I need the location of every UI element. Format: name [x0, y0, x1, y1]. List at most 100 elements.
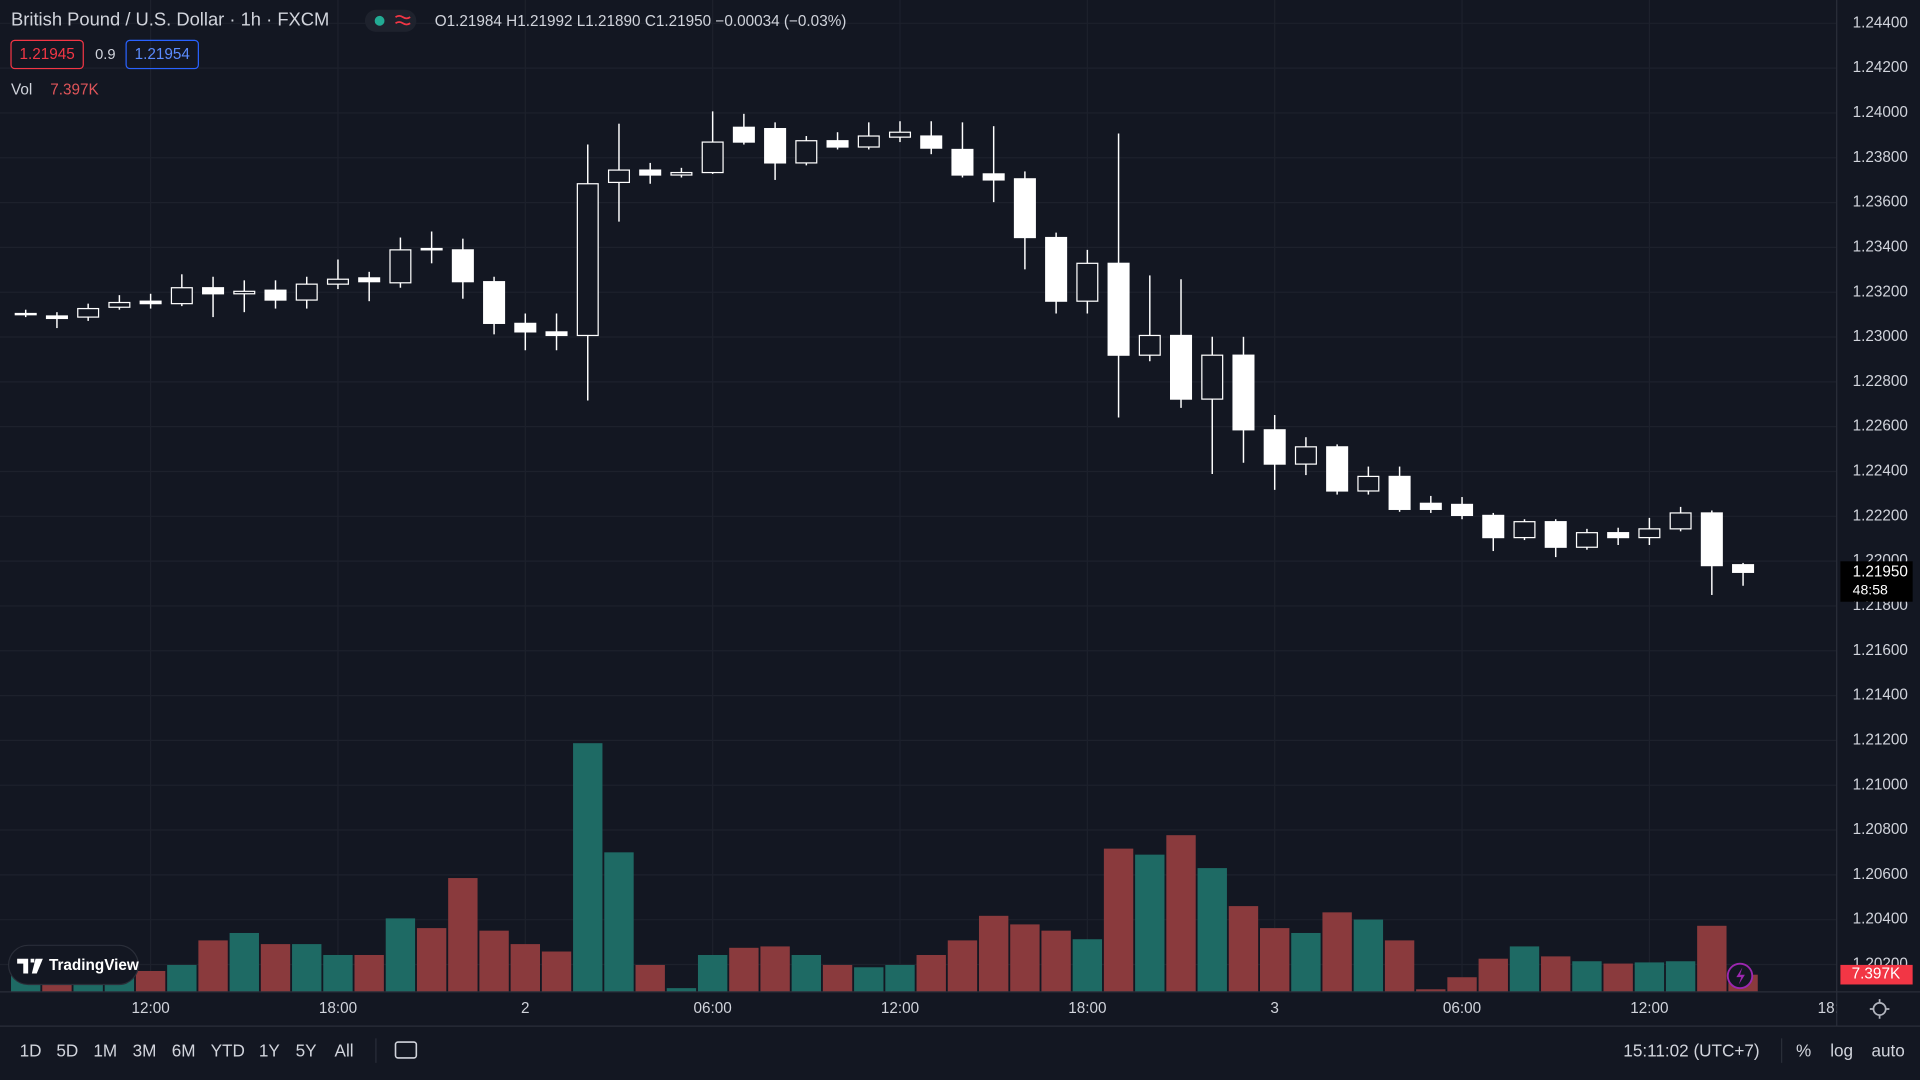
y-tick-label: 1.22800 [1853, 373, 1908, 390]
candle-body [233, 290, 256, 295]
y-tick-label: 1.22400 [1853, 463, 1908, 480]
ohlc-key: H [506, 13, 517, 30]
settings-gear-teeth [1869, 999, 1890, 1019]
date-range-icon[interactable] [394, 1041, 418, 1059]
y-tick-label: 1.20600 [1853, 866, 1908, 883]
volume-tag [1840, 964, 1913, 985]
volume-bar [448, 878, 478, 992]
candle-body [1607, 532, 1630, 539]
candle-body [982, 173, 1005, 181]
candle-body [1419, 502, 1442, 510]
candle-body [108, 301, 131, 308]
candle-body [420, 247, 443, 251]
market-open-dot [374, 15, 385, 26]
ohlc-key: L [577, 13, 586, 30]
ohlc-value: 1.21890 [585, 13, 640, 30]
range-button[interactable]: 1D [20, 1040, 42, 1060]
range-button[interactable]: 6M [172, 1040, 196, 1060]
candle-body [764, 128, 787, 164]
scale-option[interactable]: log [1830, 1040, 1853, 1060]
y-tick-label: 1.24200 [1853, 59, 1908, 76]
candle-body [170, 287, 193, 305]
x-tick-label: 2 [521, 1000, 530, 1017]
scale-option[interactable]: % [1796, 1040, 1811, 1060]
status-pill[interactable] [364, 9, 417, 32]
volume-bar [135, 970, 166, 992]
volume-bar [791, 954, 822, 992]
buy-button[interactable] [125, 39, 199, 70]
x-tick-label: 12:00 [1630, 1000, 1668, 1017]
y-tick-label: 1.21200 [1853, 731, 1908, 748]
scale-option[interactable]: auto [1871, 1040, 1904, 1060]
change: −0.00034 (−0.03%) [715, 13, 846, 30]
candle-body [1732, 564, 1755, 573]
candle-body [1638, 528, 1661, 539]
range-button[interactable]: 3M [133, 1040, 157, 1060]
volume-bar [354, 954, 384, 992]
candle-body [1076, 262, 1099, 302]
bottom-toolbar: 1D 5D 1M 3M 6M YTD 1Y 5Y All 15:11:02 (UTC+7)% log… [20, 1040, 1905, 1060]
volume-bar [1634, 962, 1665, 992]
countdown-label: 48:58 [1853, 581, 1888, 597]
x-tick-label: 06:00 [694, 1000, 732, 1017]
volume-bar [1291, 932, 1321, 992]
volume-bar [1603, 963, 1633, 992]
candle-body [545, 331, 568, 337]
sell-button[interactable] [10, 39, 84, 70]
ohlc-legend: O1.21984 H1.21992 L1.21890 C1.21950 −0.0… [435, 13, 847, 30]
candle-body [576, 183, 599, 337]
volume-bar [697, 954, 728, 992]
volume-bar [260, 944, 291, 992]
volume-bar [479, 930, 509, 992]
logo-pill[interactable] [7, 944, 139, 986]
range-button[interactable]: 5D [56, 1040, 78, 1060]
candle-body [670, 171, 693, 176]
volume-bar [604, 852, 634, 992]
candle-body [358, 277, 381, 283]
candle-body [826, 140, 849, 148]
x-tick-label: 12:00 [131, 1000, 169, 1017]
x-tick-label: 3 [1270, 1000, 1279, 1017]
candle-body [1575, 532, 1598, 548]
candle-body [1669, 512, 1692, 530]
candle-body [77, 307, 100, 318]
x-tick-label: 18:00 [319, 1000, 357, 1017]
range-button[interactable]: 5Y [296, 1040, 318, 1060]
volume-bar [1322, 912, 1352, 992]
volume-bar [1197, 868, 1227, 992]
candle-body [45, 315, 68, 320]
y-tick-label: 1.21400 [1853, 687, 1908, 704]
candle-body [514, 322, 537, 333]
candle-body [14, 312, 37, 316]
y-tick-label: 1.23600 [1853, 194, 1908, 211]
candle-body [857, 135, 880, 148]
volume-bar [635, 964, 665, 992]
volume-bar [1010, 924, 1040, 992]
volume-bar [1416, 989, 1446, 992]
symbol-title: British Pound / U.S. Dollar · 1h · FXCM [11, 9, 329, 30]
volume-bar [385, 918, 416, 992]
logo-text: TradingView [49, 957, 139, 974]
volume-bar [1166, 835, 1196, 992]
sell-price: 1.21945 [19, 46, 74, 63]
range-button[interactable]: All [335, 1040, 354, 1060]
range-button[interactable]: 1Y [259, 1040, 281, 1060]
y-tick-label: 1.21000 [1853, 776, 1908, 793]
volume-bar [1135, 854, 1165, 992]
last-price-label: 1.21950 [1853, 563, 1908, 580]
volume-bar [1541, 956, 1571, 992]
candle-body [1263, 429, 1286, 465]
candle-body [732, 126, 755, 143]
candle-body [1138, 334, 1161, 356]
y-tick-label: 1.22200 [1853, 507, 1908, 524]
volume-bar [229, 932, 259, 992]
range-button[interactable]: YTD [211, 1040, 245, 1060]
ohlc-value: 1.21992 [517, 13, 572, 30]
clock[interactable]: 15:11:02 (UTC+7) [1623, 1040, 1759, 1060]
candle-body [1482, 514, 1505, 539]
candle-body [483, 281, 506, 324]
range-button[interactable]: 1M [93, 1040, 117, 1060]
candle-body [389, 249, 412, 284]
volume-bar [510, 944, 540, 992]
